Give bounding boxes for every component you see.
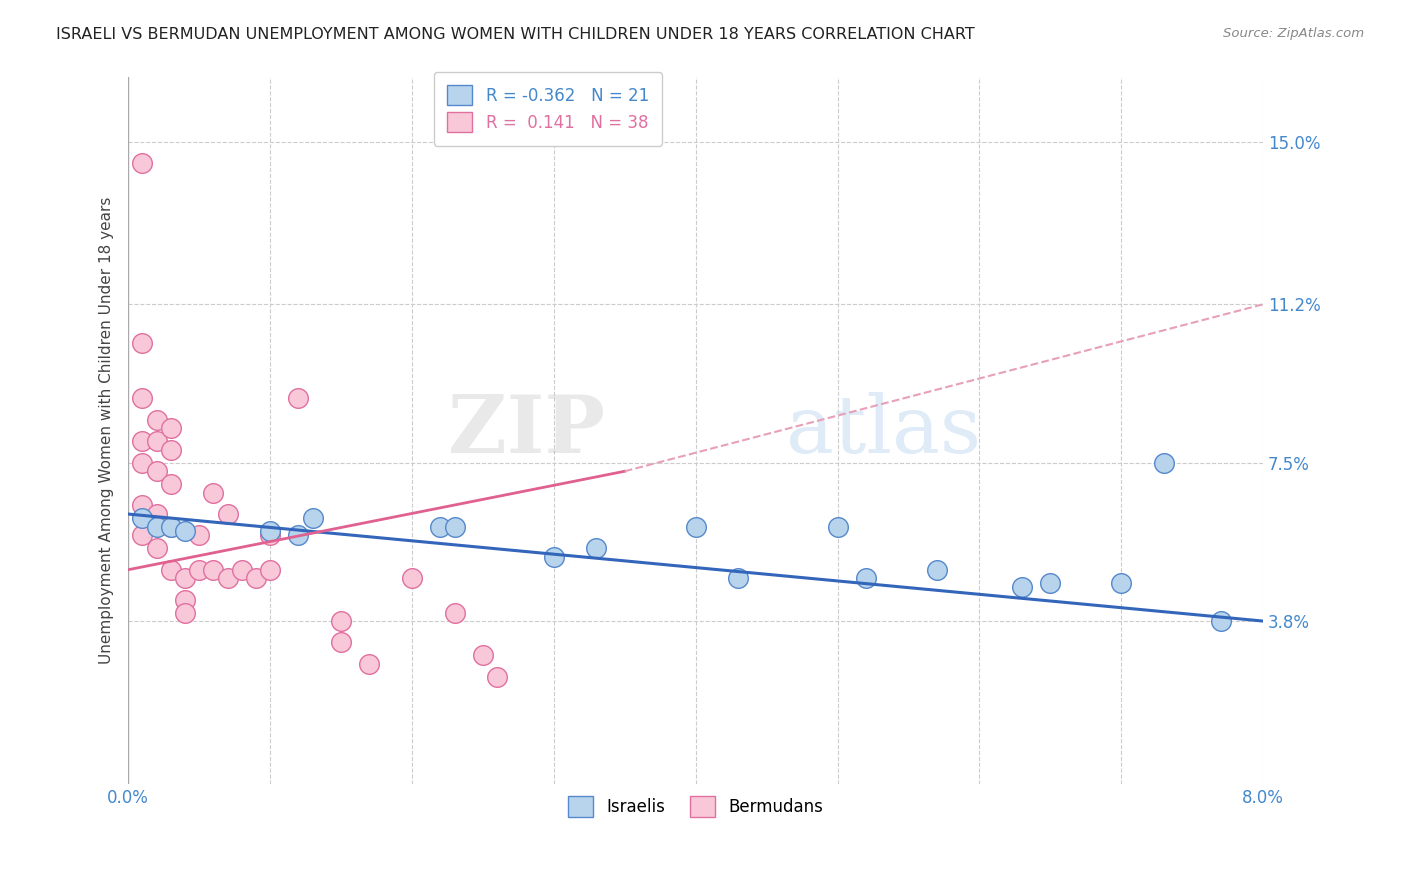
Bermudans [330, 635, 353, 649]
Bermudans [245, 571, 267, 585]
Bermudans [145, 541, 167, 556]
Text: Source: ZipAtlas.com: Source: ZipAtlas.com [1223, 27, 1364, 40]
Bermudans [188, 528, 211, 542]
Bermudans [159, 442, 181, 457]
Bermudans [159, 520, 181, 534]
Bermudans [174, 592, 197, 607]
Bermudans [145, 507, 167, 521]
Israelis [685, 520, 707, 534]
Israelis [159, 520, 181, 534]
Israelis [727, 571, 749, 585]
Israelis [287, 528, 309, 542]
Israelis [1209, 614, 1232, 628]
Israelis [259, 524, 281, 538]
Israelis [174, 524, 197, 538]
Bermudans [159, 563, 181, 577]
Israelis [429, 520, 451, 534]
Bermudans [131, 528, 153, 542]
Bermudans [131, 434, 153, 449]
Israelis [1153, 456, 1175, 470]
Bermudans [131, 499, 153, 513]
Bermudans [443, 606, 465, 620]
Israelis [301, 511, 323, 525]
Bermudans [287, 392, 309, 406]
Israelis [131, 511, 153, 525]
Bermudans [202, 485, 225, 500]
Israelis [443, 520, 465, 534]
Bermudans [217, 571, 239, 585]
Bermudans [202, 563, 225, 577]
Israelis [1011, 580, 1033, 594]
Israelis [855, 571, 877, 585]
Legend: Israelis, Bermudans: Israelis, Bermudans [560, 788, 832, 825]
Text: ZIP: ZIP [449, 392, 605, 469]
Text: atlas: atlas [786, 392, 981, 469]
Bermudans [131, 335, 153, 350]
Bermudans [231, 563, 253, 577]
Bermudans [174, 571, 197, 585]
Bermudans [145, 464, 167, 478]
Israelis [827, 520, 849, 534]
Bermudans [259, 563, 281, 577]
Bermudans [159, 421, 181, 435]
Bermudans [159, 477, 181, 491]
Bermudans [330, 614, 353, 628]
Israelis [543, 549, 565, 564]
Bermudans [188, 563, 211, 577]
Bermudans [131, 156, 153, 170]
Bermudans [145, 413, 167, 427]
Israelis [1109, 575, 1132, 590]
Bermudans [401, 571, 423, 585]
Israelis [1039, 575, 1062, 590]
Bermudans [145, 434, 167, 449]
Bermudans [359, 657, 381, 671]
Bermudans [131, 392, 153, 406]
Bermudans [486, 670, 509, 684]
Text: ISRAELI VS BERMUDAN UNEMPLOYMENT AMONG WOMEN WITH CHILDREN UNDER 18 YEARS CORREL: ISRAELI VS BERMUDAN UNEMPLOYMENT AMONG W… [56, 27, 974, 42]
Bermudans [471, 648, 494, 663]
Israelis [925, 563, 948, 577]
Bermudans [259, 528, 281, 542]
Bermudans [131, 456, 153, 470]
Bermudans [174, 606, 197, 620]
Bermudans [217, 507, 239, 521]
Israelis [585, 541, 607, 556]
Israelis [145, 520, 167, 534]
Y-axis label: Unemployment Among Women with Children Under 18 years: Unemployment Among Women with Children U… [100, 197, 114, 665]
